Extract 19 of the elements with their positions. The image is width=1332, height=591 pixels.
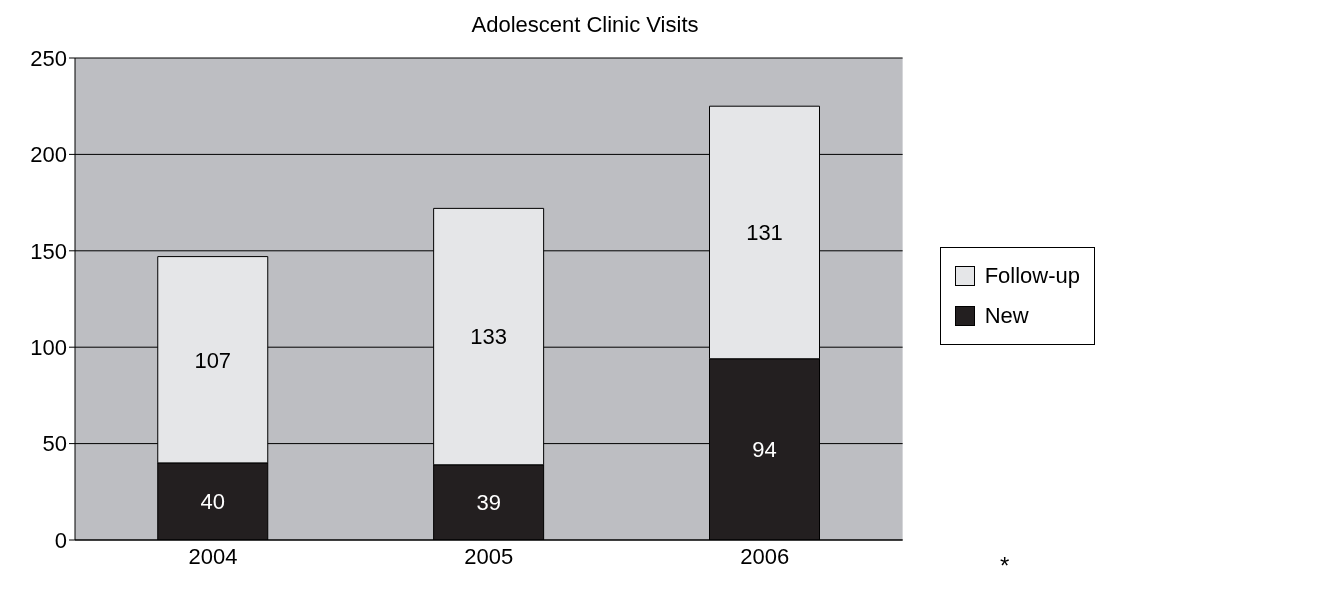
y-tick-label: 200	[30, 142, 67, 168]
legend-label: New	[984, 301, 1029, 330]
y-tick-label: 0	[54, 527, 67, 553]
chart-title: Adolescent Clinic Visits	[470, 12, 700, 38]
y-tick-label: 150	[30, 238, 67, 264]
data-label: 133	[470, 324, 507, 350]
y-tick-label: 50	[42, 431, 67, 457]
x-tick-label: 2005	[464, 543, 514, 569]
x-tick-label: 2004	[188, 543, 238, 569]
legend-label: Follow-up	[984, 261, 1080, 290]
text: *	[1000, 552, 1010, 580]
y-tick-label: 100	[30, 335, 67, 361]
y-tick-label: 250	[30, 45, 67, 71]
data-label: 94	[752, 437, 777, 463]
data-label: 131	[746, 220, 783, 246]
x-tick-label: 2006	[740, 543, 790, 569]
data-label: 39	[476, 490, 501, 516]
data-label: 107	[194, 347, 232, 373]
data-label: 40	[200, 489, 225, 515]
